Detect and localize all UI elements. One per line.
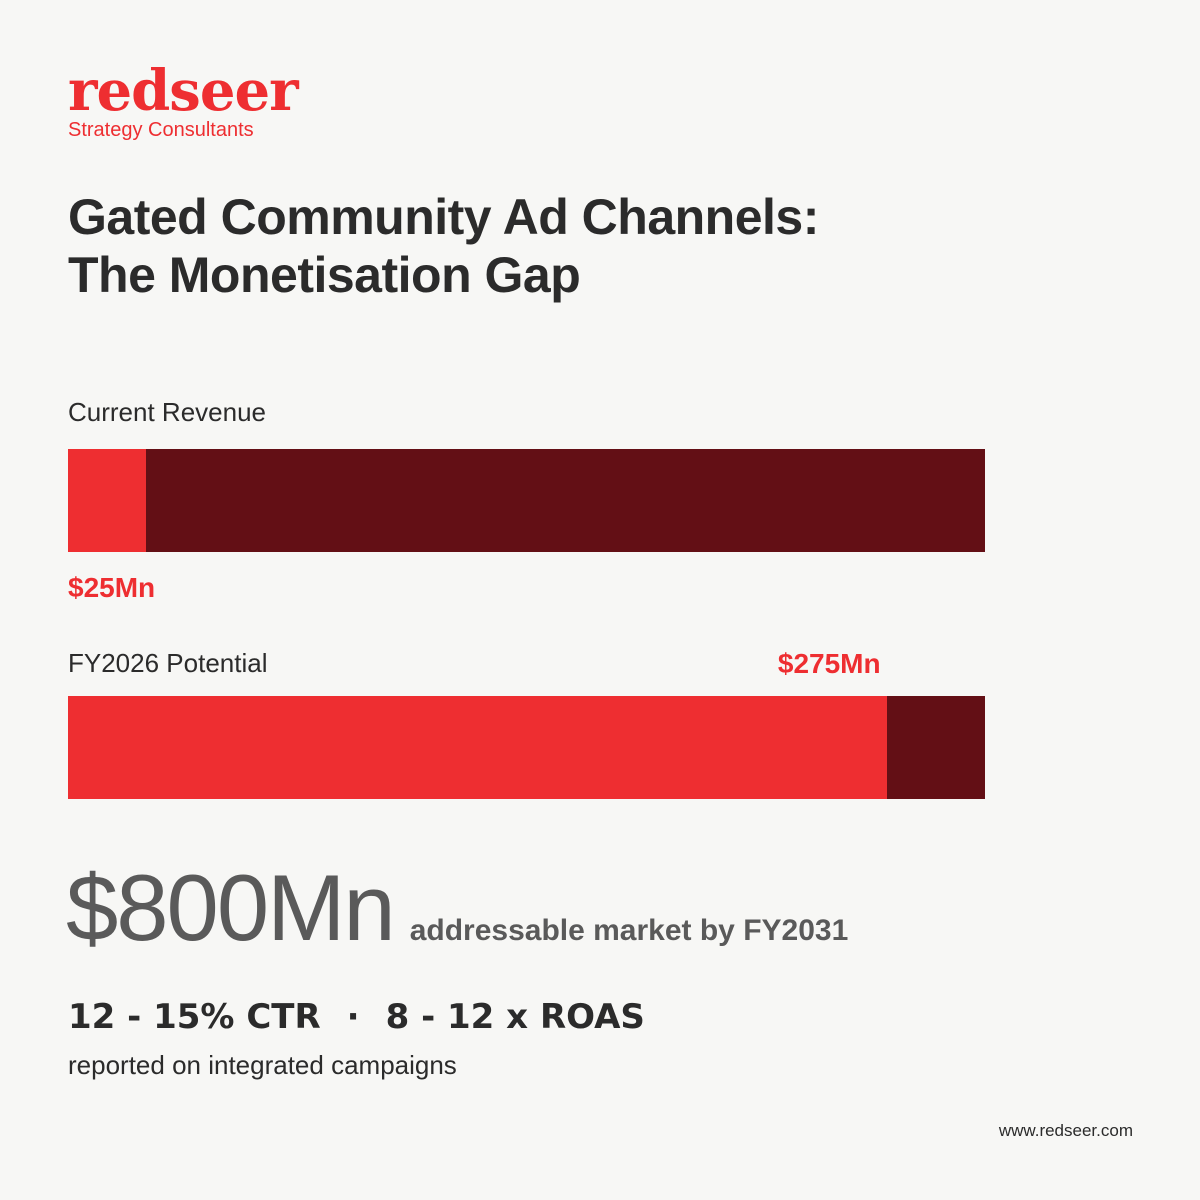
headline-value: $800Mn <box>66 855 396 960</box>
brand-wordmark: redseer <box>68 58 299 124</box>
bar-fill-current-revenue <box>68 449 146 552</box>
bar-value-current-revenue: $25Mn <box>68 572 156 603</box>
bar-label-current-revenue: Current Revenue <box>68 397 266 427</box>
page-title-line-1: Gated Community Ad Channels: <box>68 189 819 245</box>
bar-fill-fy2026-potential <box>68 696 887 799</box>
stats-row: 12 - 15% CTR · 8 - 12 x ROAS <box>68 996 645 1038</box>
footer-url[interactable]: www.redseer.com <box>998 1121 1133 1140</box>
page-title: Gated Community Ad Channels: The Monetis… <box>68 188 1068 304</box>
stats-caption: reported on integrated campaigns <box>68 1050 457 1080</box>
page-title-line-2: The Monetisation Gap <box>68 247 581 303</box>
headline-row: $800Mn addressable market by FY2031 <box>66 858 848 958</box>
stat-ctr: 12 - 15% CTR <box>68 997 321 1037</box>
brand-logo: redseer Strategy Consultants <box>68 58 299 142</box>
brand-tagline: Strategy Consultants <box>68 119 254 141</box>
bar-track-fy2026-potential <box>68 696 985 799</box>
stat-separator: · <box>346 997 360 1037</box>
stat-roas: 8 - 12 x ROAS <box>385 997 645 1037</box>
bar-value-fy2026-potential: $275Mn <box>777 648 881 679</box>
bar-label-fy2026-potential: FY2026 Potential <box>68 648 268 678</box>
headline-caption: addressable market by FY2031 <box>409 914 849 947</box>
bar-track-current-revenue <box>68 449 985 552</box>
